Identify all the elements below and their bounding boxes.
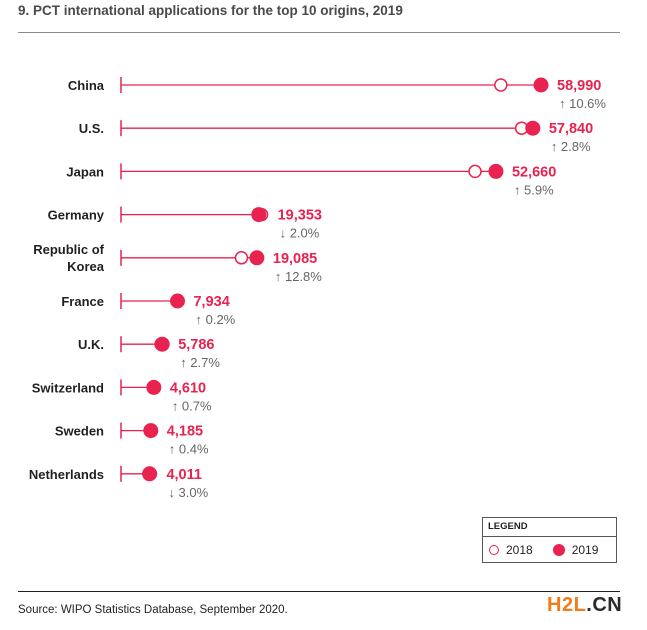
value-label: 5,786 xyxy=(178,337,214,353)
marker-2019 xyxy=(533,77,549,93)
title-divider xyxy=(18,32,620,33)
marker-2019 xyxy=(146,379,162,395)
value-label: 4,610 xyxy=(170,380,206,396)
marker-2019 xyxy=(143,423,159,439)
watermark-part2: .CN xyxy=(586,594,623,616)
marker-2019 xyxy=(525,120,541,136)
country-label: Sweden xyxy=(55,424,104,439)
value-label: 19,353 xyxy=(278,208,322,224)
marker-2018 xyxy=(494,78,508,92)
value-label: 4,185 xyxy=(167,424,203,440)
change-label: ↑ 0.4% xyxy=(169,442,209,457)
chart-title: 9. PCT international applications for th… xyxy=(18,3,403,18)
value-label: 4,011 xyxy=(166,467,202,483)
change-label: ↓ 3.0% xyxy=(168,485,208,500)
change-label: ↑ 2.8% xyxy=(551,139,591,154)
open-circle-icon xyxy=(489,545,499,555)
value-label: 57,840 xyxy=(549,121,593,137)
marker-2019 xyxy=(251,207,267,223)
marker-2018 xyxy=(468,164,482,179)
marker-2019 xyxy=(169,293,185,309)
country-label: China xyxy=(68,78,105,93)
marker-2019 xyxy=(249,250,265,266)
country-label: Japan xyxy=(66,164,104,179)
marker-2019 xyxy=(154,336,170,352)
country-label: U.K. xyxy=(78,337,104,352)
legend-label-2019: 2019 xyxy=(571,543,599,557)
country-label: Republic of xyxy=(33,242,104,257)
change-label: ↑ 5.9% xyxy=(514,182,554,197)
dot-plot-chart: China 58,990 ↑ 10.6% U.S. 57,840 ↑ 2.8% Japan 5… xyxy=(29,77,606,500)
marker-2019 xyxy=(488,163,504,179)
country-label: France xyxy=(61,294,104,309)
value-label: 19,085 xyxy=(273,251,317,267)
footer-divider xyxy=(18,591,620,592)
country-label: Korea xyxy=(67,259,105,274)
value-label: 52,660 xyxy=(512,164,556,180)
country-label: Germany xyxy=(48,208,105,223)
change-label: ↓ 2.0% xyxy=(280,226,320,241)
legend-label-2018: 2018 xyxy=(506,543,533,557)
source-note: Source: WIPO Statistics Database, Septem… xyxy=(18,604,288,616)
country-label: Netherlands xyxy=(29,467,104,482)
change-label: ↑ 2.7% xyxy=(180,355,220,370)
watermark-part1: H2L xyxy=(547,594,587,616)
legend-heading: LEGEND xyxy=(483,518,616,537)
watermark: H2L.CN xyxy=(547,594,622,617)
legend: LEGEND 2018 2019 xyxy=(482,517,617,563)
change-label: ↑ 0.2% xyxy=(195,312,235,327)
value-label: 7,934 xyxy=(193,294,229,310)
marker-2018 xyxy=(234,251,249,265)
change-label: ↑ 0.7% xyxy=(172,398,212,413)
change-label: ↑ 10.6% xyxy=(559,96,606,111)
country-label: Switzerland xyxy=(32,380,104,395)
marker-2019 xyxy=(142,466,158,482)
value-label: 58,990 xyxy=(557,78,601,94)
country-label: U.S. xyxy=(79,121,104,136)
filled-circle-icon xyxy=(552,544,565,556)
change-label: ↑ 12.8% xyxy=(275,269,322,284)
